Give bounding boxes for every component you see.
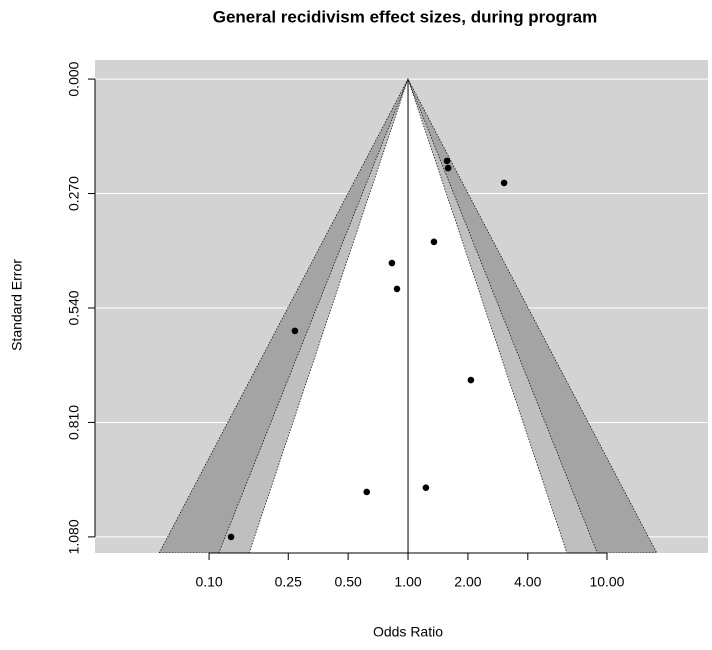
x-tick-label: 0.25	[275, 574, 302, 590]
x-tick-label: 2.00	[454, 574, 481, 590]
x-tick-label: 10.00	[589, 574, 624, 590]
data-point	[291, 327, 299, 335]
plot-area	[95, 77, 708, 553]
data-point	[443, 157, 451, 165]
data-point	[227, 533, 235, 541]
x-tick-label: 1.00	[394, 574, 421, 590]
y-axis-label: Standard Error	[9, 259, 25, 351]
x-tick-label: 0.10	[195, 574, 222, 590]
data-point	[393, 285, 401, 293]
data-point	[444, 164, 452, 172]
y-tick-label: 0.540	[66, 290, 82, 325]
data-point	[422, 484, 430, 492]
x-axis-label: Odds Ratio	[373, 624, 443, 640]
y-tick-label: 0.000	[66, 61, 82, 96]
y-tick-label: 0.810	[66, 405, 82, 440]
data-point	[388, 259, 396, 267]
x-tick-label: 4.00	[514, 574, 541, 590]
x-tick-label: 0.50	[335, 574, 362, 590]
y-tick-label: 0.270	[66, 176, 82, 211]
chart-title: General recidivism effect sizes, during …	[213, 7, 598, 26]
y-tick-label: 1.080	[66, 519, 82, 554]
data-point	[363, 488, 371, 496]
data-point	[500, 179, 508, 187]
data-point	[467, 376, 475, 384]
data-point	[430, 238, 438, 246]
